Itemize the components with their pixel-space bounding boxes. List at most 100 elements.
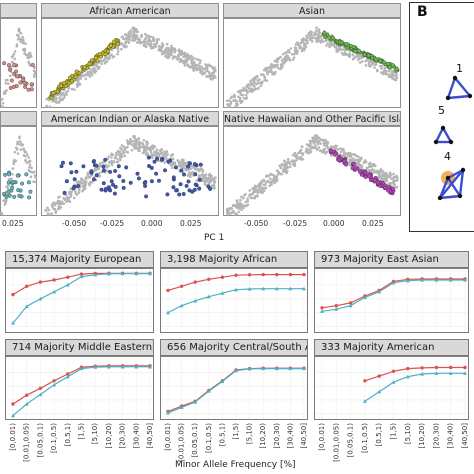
pca-point-gray — [213, 69, 217, 73]
maf-chart-5: [0,0.01) [0.01,0.05) [0.05,0.1) [0.1,0.5) [0… — [315, 357, 469, 462]
pca-point-highlight — [327, 35, 332, 40]
pca-point-gray — [152, 39, 155, 42]
pca-point-highlight — [29, 87, 34, 92]
pca-point-gray — [335, 49, 338, 53]
pca-point-gray — [208, 73, 212, 76]
pca-point-gray — [198, 64, 201, 68]
pca-point-highlight — [2, 61, 7, 66]
maf-chart-3: [0,0.01) [0.01,0.05) [0.05,0.1) [0.1,0.5) [0… — [6, 357, 154, 462]
maf-x-tick-label: [10,20) — [259, 423, 267, 449]
pca-point-gray — [153, 43, 157, 47]
maf-x-tick-label: [20,30) — [432, 423, 440, 449]
pca-point-gray — [255, 82, 259, 86]
pca-point-gray — [129, 30, 132, 34]
pca-point-gray — [374, 63, 378, 66]
pca-point-highlight — [20, 181, 25, 186]
pca-point-gray — [295, 52, 299, 55]
pca-point-gray — [281, 52, 285, 56]
pca-point-highlight — [7, 172, 12, 177]
pca-point-gray — [265, 79, 269, 82]
pca-point-gray — [95, 62, 98, 65]
pca-point-gray — [271, 73, 274, 76]
maf-x-tick-label: [0.05,0.1) — [191, 423, 199, 458]
pca-point-gray — [100, 62, 103, 65]
pca-points-2 — [226, 26, 400, 108]
pca-point-gray — [325, 44, 328, 47]
pca-point-gray — [281, 64, 284, 67]
pca-point-gray — [267, 70, 271, 73]
pca-point-highlight — [116, 42, 121, 47]
pca-point-gray — [84, 177, 88, 180]
maf-point-circle — [463, 365, 467, 370]
pca-point-gray — [17, 143, 20, 146]
pca-point-gray — [210, 74, 214, 77]
pca-point-gray — [364, 59, 368, 62]
pca-point-gray — [165, 56, 169, 59]
pca-point-gray — [94, 70, 97, 74]
maf-x-tick-label: [40,50] — [300, 423, 308, 449]
pca-point-gray — [136, 37, 139, 41]
pca-point-gray — [47, 208, 51, 212]
pca-point-highlight — [105, 49, 110, 54]
pca-point-gray — [132, 135, 135, 138]
maf-point-circle — [25, 393, 29, 397]
pca-point-gray — [279, 55, 282, 59]
maf-x-tick-label: [30,40) — [447, 423, 455, 449]
pca-point-highlight — [49, 95, 54, 100]
pca-point-highlight — [370, 56, 375, 61]
pca-point-highlight — [6, 180, 11, 185]
pca-point-gray — [310, 40, 314, 43]
pca-point-gray — [200, 65, 204, 69]
maf-x-tick-label: [20,30) — [119, 423, 127, 449]
maf-x-tick-label: [5,10) — [246, 423, 254, 444]
pca-point-gray — [135, 34, 139, 38]
pca-point-gray — [173, 50, 177, 54]
pca-point-gray — [235, 99, 238, 103]
pca-point-gray — [1, 101, 5, 105]
pca-point-gray — [34, 70, 37, 73]
pca-points-3 — [0, 135, 37, 216]
pca-point-gray — [156, 38, 159, 41]
maf-chart-0 — [6, 269, 153, 332]
pca-point-gray — [361, 60, 364, 63]
pca-point-gray — [274, 63, 277, 67]
pca-point-gray — [241, 99, 244, 103]
pca-point-gray — [125, 38, 128, 41]
pca-point-gray — [387, 75, 391, 78]
pca-point-gray — [55, 101, 58, 104]
pca-point-gray — [293, 46, 297, 49]
pca-point-gray — [229, 102, 233, 105]
pca-point-gray — [15, 43, 19, 46]
pca-point-gray — [392, 74, 395, 77]
pca-point-gray — [64, 93, 68, 96]
pca-point-gray — [7, 82, 10, 85]
pca-point-gray — [7, 184, 10, 187]
pca-point-gray — [144, 37, 147, 40]
pca-point-gray — [197, 67, 200, 71]
pca-point-gray — [12, 52, 16, 56]
maf-x-tick-label: [0.01,0.05) — [332, 423, 340, 462]
pca-point-gray — [140, 41, 143, 44]
pca-point-gray — [158, 44, 161, 48]
maf-point-circle — [391, 369, 396, 373]
pca-point-gray — [321, 40, 325, 43]
pca-point-gray — [380, 67, 383, 70]
pca-point-gray — [357, 55, 361, 58]
pca-point-gray — [62, 197, 65, 200]
pca-point-gray — [317, 28, 321, 31]
pca-point-gray — [276, 66, 280, 69]
pca-point-gray — [132, 34, 135, 38]
pca-point-gray — [163, 161, 166, 164]
pca-point-gray — [1, 105, 4, 109]
pca-point-gray — [138, 140, 142, 144]
pca-point-gray — [254, 78, 257, 81]
pca-point-gray — [351, 54, 355, 57]
maf-x-tick-label: [20,30) — [273, 423, 281, 449]
pca-point-gray — [74, 190, 77, 193]
maf-x-tick-label: [0.1,0.5) — [205, 423, 213, 453]
pca-point-gray — [239, 92, 242, 96]
pca-point-gray — [352, 57, 356, 60]
pca-point-gray — [226, 99, 229, 102]
pca-point-gray — [358, 61, 362, 64]
pca-point-gray — [265, 69, 269, 72]
